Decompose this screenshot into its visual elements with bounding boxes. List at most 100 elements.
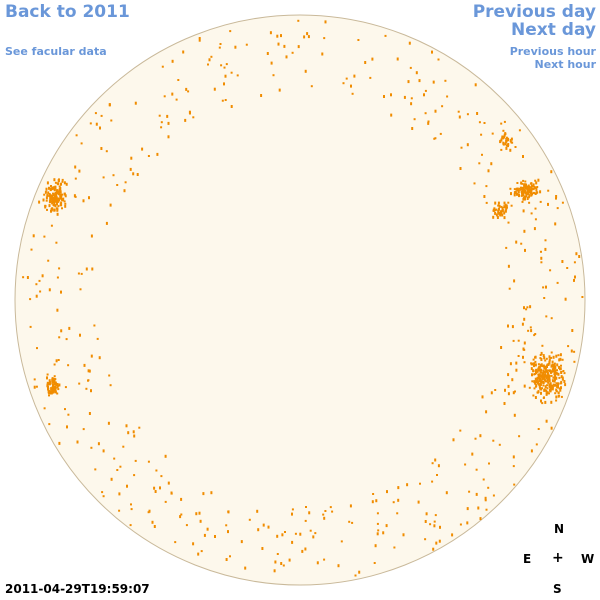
facula-point <box>551 363 554 367</box>
facula-point <box>524 189 527 193</box>
facula-point <box>540 391 542 395</box>
facula-point <box>64 202 67 205</box>
see-facular-data-link[interactable]: See facular data <box>5 45 107 58</box>
facula-point <box>262 523 265 527</box>
facula-point <box>153 525 156 528</box>
facula-point <box>53 199 56 202</box>
facula-point <box>82 428 85 431</box>
facula-point <box>307 35 310 39</box>
facula-point <box>49 187 52 190</box>
back-to-year-link[interactable]: Back to 2011 <box>5 2 130 22</box>
facula-point <box>63 200 66 203</box>
facula-point <box>77 272 80 275</box>
facula-point <box>43 407 46 410</box>
facula-point <box>500 205 503 208</box>
facula-point <box>534 363 537 367</box>
facula-point <box>533 186 536 189</box>
facula-point <box>552 365 555 369</box>
compass-north-label: N <box>554 522 565 536</box>
facula-point <box>485 508 488 511</box>
facula-point <box>557 384 559 388</box>
facula-point <box>498 204 501 208</box>
facula-point <box>386 490 388 494</box>
facula-point <box>548 379 551 383</box>
facula-point <box>546 366 548 368</box>
facula-point <box>154 490 157 493</box>
facula-point <box>384 34 387 37</box>
facula-point <box>485 410 488 414</box>
facula-point <box>514 390 516 393</box>
facula-point <box>54 390 57 394</box>
facula-point <box>466 507 469 511</box>
facula-point <box>53 380 56 384</box>
facula-point <box>159 486 161 490</box>
facula-point <box>541 344 544 347</box>
facula-point <box>171 92 174 96</box>
facula-point <box>51 378 54 382</box>
facula-point <box>74 177 77 180</box>
facula-point <box>503 216 506 220</box>
facula-point <box>548 378 551 381</box>
facula-point <box>553 373 556 376</box>
facula-point <box>429 523 432 526</box>
facula-point <box>54 194 57 197</box>
facula-point <box>530 194 533 197</box>
facula-point <box>481 395 484 399</box>
facula-point <box>550 370 553 374</box>
facula-point <box>45 199 48 202</box>
facula-point <box>503 120 506 123</box>
facula-point <box>533 362 536 366</box>
facula-point <box>547 202 549 206</box>
facula-point <box>530 212 533 215</box>
facula-point <box>60 203 63 207</box>
facula-point <box>52 193 55 197</box>
facula-point <box>551 379 554 383</box>
facula-point <box>406 483 409 487</box>
facula-point <box>240 540 243 544</box>
facula-point <box>510 204 513 207</box>
facula-point <box>96 337 99 340</box>
facula-point <box>534 382 537 385</box>
facula-point <box>105 221 108 225</box>
facula-point <box>474 437 477 440</box>
facula-point <box>377 529 380 532</box>
previous-day-link[interactable]: Previous day <box>472 2 596 22</box>
facula-point <box>554 375 557 379</box>
facula-point <box>564 297 567 301</box>
facula-point <box>522 193 525 196</box>
facula-point <box>468 490 471 493</box>
facula-point <box>291 508 294 511</box>
facula-point <box>537 390 540 394</box>
facula-point <box>537 428 540 430</box>
facula-point <box>540 358 543 361</box>
facula-point <box>478 121 481 124</box>
facula-point <box>337 564 340 568</box>
facula-point <box>306 32 309 36</box>
facula-point <box>236 74 239 77</box>
facula-point <box>540 380 543 384</box>
facula-point <box>501 135 504 138</box>
facula-point <box>549 384 552 386</box>
facula-point <box>52 380 54 384</box>
facula-point <box>153 486 156 490</box>
next-day-link[interactable]: Next day <box>511 20 596 40</box>
facula-point <box>54 185 57 188</box>
facula-point <box>99 126 101 130</box>
facula-point <box>547 189 550 192</box>
facula-point <box>35 294 38 298</box>
facula-point <box>544 367 547 371</box>
facula-point <box>471 452 474 456</box>
facula-point <box>514 146 517 148</box>
facula-point <box>42 198 45 202</box>
facula-point <box>118 492 121 496</box>
facula-point <box>221 99 224 102</box>
facula-point <box>304 547 307 551</box>
facula-point <box>531 373 533 377</box>
facula-point <box>526 306 529 309</box>
solar-disk-outline <box>14 14 586 586</box>
facula-point <box>487 486 490 489</box>
previous-hour-link[interactable]: Previous hour <box>509 45 596 58</box>
next-hour-link[interactable]: Next hour <box>534 58 597 71</box>
facula-point <box>525 194 528 198</box>
facula-point <box>497 204 500 207</box>
